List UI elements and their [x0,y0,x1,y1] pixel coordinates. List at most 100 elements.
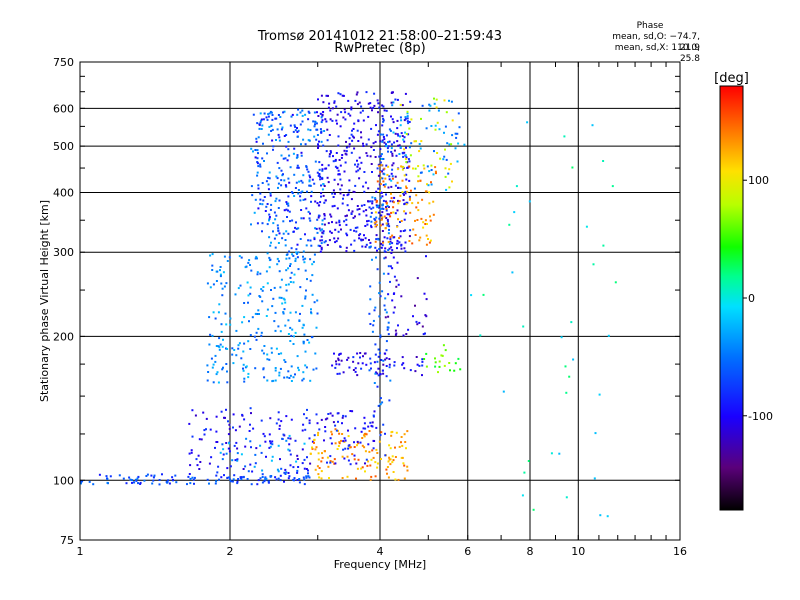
data-point [390,147,393,150]
data-point [564,365,567,368]
data-point [373,410,376,413]
data-point [396,261,399,264]
data-point [382,120,385,123]
data-point [565,496,568,499]
data-point [235,354,238,357]
data-point [254,367,257,370]
data-point [376,268,379,271]
data-point [221,345,224,348]
data-point [400,456,403,459]
data-point [302,423,305,426]
data-point [256,483,259,486]
data-point [399,235,402,238]
data-point [287,283,290,286]
data-point [287,148,290,151]
data-point [315,367,318,370]
data-point [360,136,363,139]
data-point [409,369,412,372]
data-point [280,154,283,157]
data-point [297,369,300,372]
data-point [301,326,304,329]
data-point [234,429,237,432]
data-point [320,248,323,251]
data-point [572,358,575,361]
data-point [282,111,285,114]
data-point [375,238,378,241]
data-point [402,192,405,195]
data-point [323,130,326,132]
data-point [434,166,437,169]
data-point [342,371,345,374]
data-point [302,198,305,201]
data-point [400,244,403,247]
data-point [381,124,384,127]
data-point [350,108,353,111]
data-point [563,135,566,138]
data-point [232,426,234,429]
data-point [269,417,272,420]
data-point [385,209,388,212]
data-point [274,311,277,314]
data-point [308,139,311,142]
data-point [434,124,437,127]
data-point [243,377,246,380]
data-point [382,272,385,275]
data-point [333,192,336,195]
data-point [391,118,394,121]
data-point [277,133,280,136]
data-point [367,443,370,446]
data-point [426,223,428,225]
data-point [322,101,325,104]
data-point [454,132,457,135]
data-point [409,100,412,103]
data-point [304,364,307,367]
data-point [298,319,301,322]
data-point [274,369,277,372]
data-point [274,367,277,369]
data-point [287,448,290,451]
data-point [385,357,388,360]
data-point [296,131,299,133]
data-point [319,229,322,232]
data-point [351,453,354,456]
data-point [265,270,268,273]
data-point [249,463,252,466]
data-point [317,143,319,146]
data-point [382,158,385,160]
data-point [264,210,267,212]
data-point [372,439,375,442]
data-point [309,452,312,455]
data-point [403,202,406,205]
data-point [363,190,366,193]
data-point [289,326,292,329]
data-point [451,119,454,122]
data-point [390,143,393,146]
data-point [230,480,232,483]
data-point [310,244,313,247]
data-point [232,362,235,365]
data-point [385,468,388,471]
data-point [392,101,395,104]
data-point [259,163,262,166]
data-point [382,180,385,183]
data-point [282,173,284,176]
data-point [419,236,422,239]
data-point [258,123,261,126]
data-point [385,207,388,210]
data-point [323,217,326,220]
data-point [288,475,291,478]
data-point [214,482,217,485]
data-point [385,109,388,112]
data-point [390,197,393,200]
data-point [247,301,249,304]
data-point [194,414,197,417]
data-point [245,437,248,440]
data-point [571,166,574,169]
data-point [380,458,382,460]
data-point [256,271,259,274]
data-point [250,483,253,486]
data-point [374,461,377,464]
data-point [321,223,324,226]
data-point [339,93,342,96]
data-point [289,311,292,314]
